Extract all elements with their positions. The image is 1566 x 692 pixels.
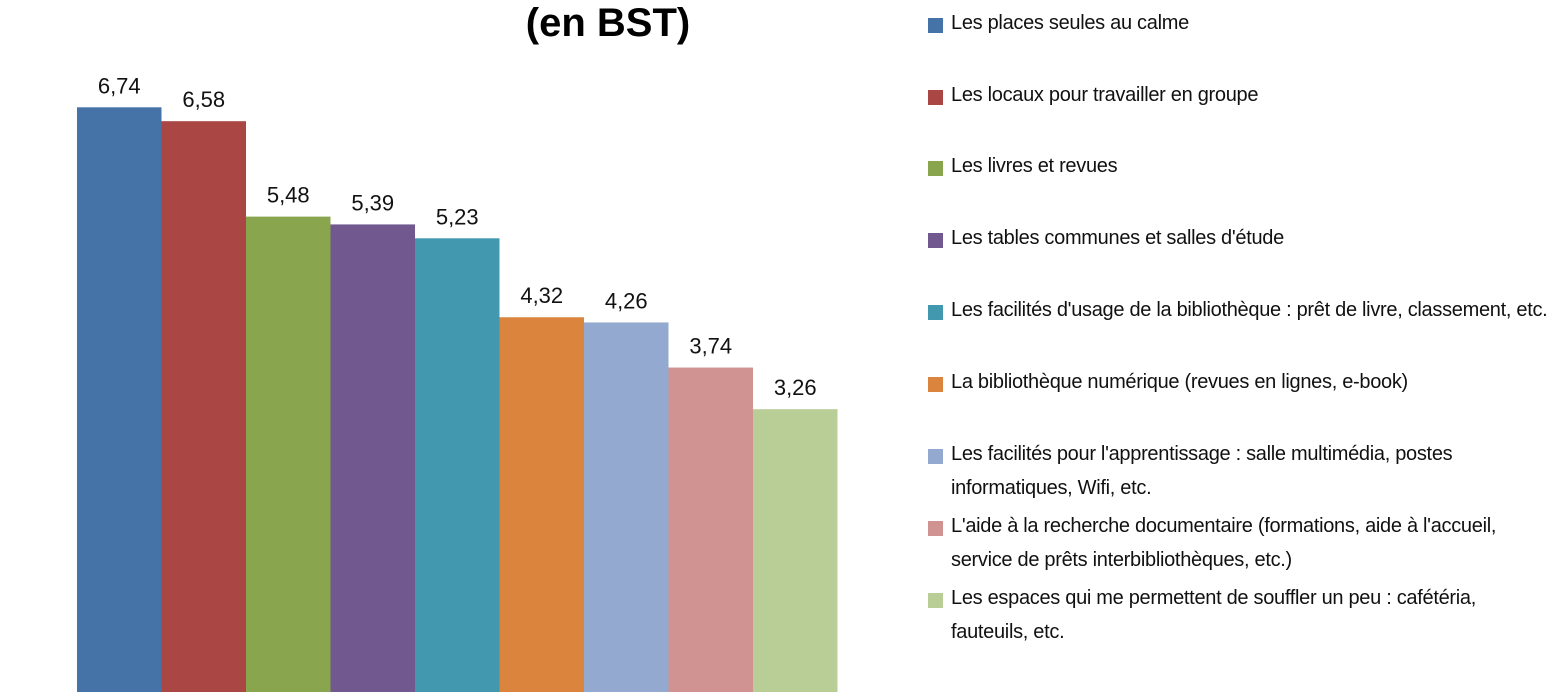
legend-item: Les espaces qui me permettent de souffle… (928, 587, 1558, 649)
legend-item: Les facilités pour l'apprentissage : sal… (928, 443, 1558, 505)
legend-label: Les facilités d'usage de la bibliothèque… (951, 299, 1548, 321)
legend-swatch (928, 233, 943, 248)
value-label: 5,23 (436, 204, 479, 229)
legend-item: Les locaux pour travailler en groupe (928, 84, 1558, 112)
legend-swatch (928, 377, 943, 392)
value-label: 5,48 (267, 183, 310, 208)
legend-swatch (928, 521, 943, 536)
legend-item: La bibliothèque numérique (revues en lig… (928, 371, 1558, 399)
bar (584, 322, 669, 692)
legend-label: Les places seules au calme (951, 12, 1189, 34)
legend-label: L'aide à la recherche documentaire (form… (951, 515, 1497, 571)
legend-label: La bibliothèque numérique (revues en lig… (951, 371, 1408, 393)
bar (415, 238, 500, 692)
bar (753, 409, 838, 692)
legend-item: Les livres et revues (928, 155, 1558, 183)
value-label: 4,32 (520, 283, 563, 308)
value-label: 4,26 (605, 288, 648, 313)
legend-item: L'aide à la recherche documentaire (form… (928, 515, 1558, 577)
value-label: 3,74 (689, 334, 732, 359)
legend-item: Les facilités d'usage de la bibliothèque… (928, 299, 1558, 327)
bar (668, 367, 753, 692)
legend-item: Les places seules au calme (928, 12, 1558, 40)
legend-label: Les livres et revues (951, 155, 1118, 177)
legend-swatch (928, 90, 943, 105)
legend-swatch (928, 18, 943, 33)
bar (499, 317, 584, 692)
value-label: 6,58 (182, 87, 225, 112)
legend-swatch (928, 593, 943, 608)
legend-swatch (928, 305, 943, 320)
value-label: 6,74 (98, 73, 141, 98)
legend-label: Les tables communes et salles d'étude (951, 227, 1284, 249)
legend-swatch (928, 161, 943, 176)
legend-label: Les locaux pour travailler en groupe (951, 84, 1259, 106)
value-label: 5,39 (351, 190, 394, 215)
legend-label: Les espaces qui me permettent de souffle… (951, 587, 1476, 643)
legend-item: Les tables communes et salles d'étude (928, 227, 1558, 255)
bar (246, 216, 331, 692)
legend-swatch (928, 449, 943, 464)
bar (77, 107, 162, 692)
value-label: 3,26 (774, 375, 817, 400)
legend-label: Les facilités pour l'apprentissage : sal… (951, 443, 1453, 499)
bar (330, 224, 415, 692)
bar (161, 121, 246, 692)
chart-title: (en BST) (526, 1, 690, 45)
